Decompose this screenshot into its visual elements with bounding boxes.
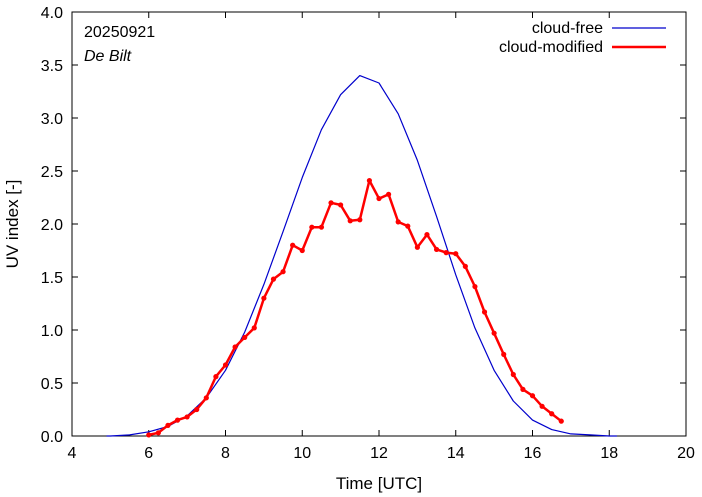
y-tick-label: 2.5 xyxy=(41,164,63,181)
data-point xyxy=(376,195,382,202)
data-point xyxy=(146,432,152,438)
x-axis-title: Time [UTC] xyxy=(336,474,422,493)
data-point xyxy=(155,430,161,436)
data-point xyxy=(501,351,507,357)
data-point xyxy=(213,374,219,380)
data-point xyxy=(347,218,353,224)
data-point xyxy=(472,283,478,290)
data-point xyxy=(443,250,449,256)
data-point xyxy=(510,371,516,378)
date-annotation: 20250921 xyxy=(84,24,155,41)
legend-label-cloud-modified: cloud-modified xyxy=(499,39,603,56)
data-point xyxy=(270,276,277,282)
legend: cloud-free cloud-modified xyxy=(499,20,666,56)
data-point xyxy=(318,224,325,230)
x-tick-label: 18 xyxy=(600,445,618,462)
data-point xyxy=(184,414,190,420)
x-tick-label: 16 xyxy=(524,445,542,462)
y-axis-title: UV index [-] xyxy=(3,180,22,269)
y-tick-label: 0.5 xyxy=(41,376,63,393)
y-tick-label: 2.0 xyxy=(41,217,63,234)
y-tick-label: 0.0 xyxy=(41,429,63,446)
data-point xyxy=(558,418,564,424)
data-point xyxy=(539,403,545,409)
data-point xyxy=(299,247,305,254)
data-point xyxy=(338,202,344,208)
data-point xyxy=(290,242,296,248)
data-point xyxy=(453,251,459,257)
data-point xyxy=(395,219,401,225)
data-point xyxy=(309,224,315,230)
x-tick-label: 6 xyxy=(144,445,153,462)
data-point xyxy=(424,232,430,238)
data-point xyxy=(520,386,526,392)
data-point xyxy=(232,344,238,350)
data-point xyxy=(203,395,209,401)
series-line-cloud-modified xyxy=(148,179,563,437)
data-point xyxy=(194,406,200,413)
x-tick-label: 8 xyxy=(221,445,230,462)
data-point xyxy=(405,223,411,229)
legend-label-cloud-free: cloud-free xyxy=(532,20,603,37)
y-tick-label: 3.0 xyxy=(41,111,63,128)
series-layer xyxy=(106,74,617,438)
data-point xyxy=(433,246,440,253)
data-point xyxy=(280,269,286,275)
y-tick-label: 4.0 xyxy=(41,5,63,22)
data-point xyxy=(491,330,497,336)
y-tick-label: 3.5 xyxy=(41,58,63,75)
data-point xyxy=(481,309,488,315)
x-tick-label: 20 xyxy=(677,445,695,462)
series-line-cloud-free xyxy=(106,74,617,437)
data-point xyxy=(328,200,334,206)
x-tick-label: 12 xyxy=(370,445,388,462)
plot-frame xyxy=(71,11,687,437)
station-annotation: De Bilt xyxy=(84,48,132,65)
axis-ticks xyxy=(71,11,687,437)
data-point xyxy=(549,411,555,417)
data-point xyxy=(385,191,392,197)
data-point xyxy=(462,263,468,269)
data-point xyxy=(242,334,248,341)
data-point xyxy=(414,244,420,250)
x-tick-label: 10 xyxy=(293,445,311,462)
data-point xyxy=(357,217,363,223)
x-tick-label: 4 xyxy=(68,445,77,462)
x-tick-label: 14 xyxy=(447,445,465,462)
y-tick-label: 1.5 xyxy=(41,270,63,287)
data-point xyxy=(165,422,171,428)
data-point xyxy=(529,393,536,399)
data-point xyxy=(222,362,229,368)
data-point xyxy=(366,177,373,184)
data-point xyxy=(261,295,267,301)
data-point xyxy=(174,417,181,423)
data-point xyxy=(251,325,257,331)
y-tick-label: 1.0 xyxy=(41,323,63,340)
axis-tick-labels: 4 6 8 10 12 14 16 18 20 0.0 0.5 1.0 1.5 2.0 2.5 3.0 3.5 4… xyxy=(41,5,695,462)
